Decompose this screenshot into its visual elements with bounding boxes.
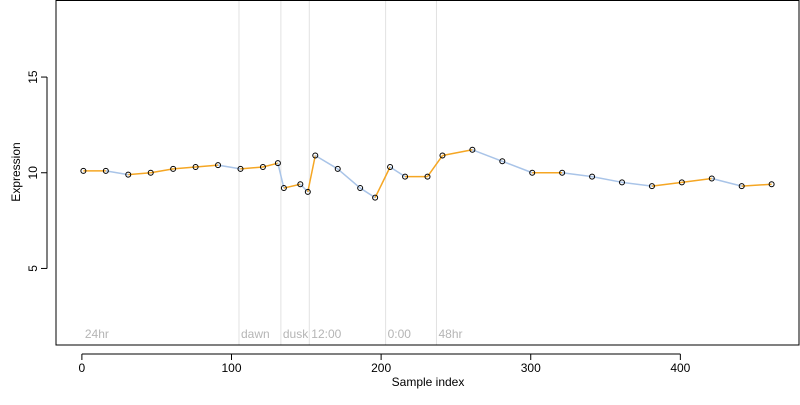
data-point [499, 158, 506, 165]
phase-label: 0:00 [388, 327, 412, 341]
data-point [559, 169, 566, 176]
data-point [439, 152, 446, 159]
difference-segment [562, 172, 593, 178]
data-point [80, 167, 87, 174]
difference-segment [337, 168, 361, 189]
data-point [147, 169, 154, 176]
data-point [424, 173, 431, 180]
difference-segment [651, 181, 682, 187]
y-tick-label: 5 [26, 265, 40, 272]
data-points [80, 146, 775, 201]
data-point [529, 169, 536, 176]
phase-label: dawn [241, 327, 270, 341]
data-point [170, 165, 177, 172]
plot-frame [55, 0, 800, 346]
data-point [619, 179, 626, 186]
difference-segment [299, 183, 309, 193]
y-tick-label: 10 [26, 166, 40, 180]
data-point [274, 160, 281, 167]
data-point [280, 185, 287, 192]
difference-segment [277, 163, 285, 189]
difference-segment [681, 177, 712, 184]
data-point [469, 146, 476, 153]
data-point [297, 181, 304, 188]
x-tick-label: 400 [670, 361, 690, 375]
difference-segment [307, 155, 317, 193]
data-point [215, 162, 222, 169]
data-point [192, 164, 199, 171]
data-point [334, 165, 341, 172]
data-point [304, 188, 311, 195]
difference-segment [741, 183, 772, 187]
data-point [738, 183, 745, 190]
y-axis: 5 10 15 [26, 70, 48, 272]
phase-label: 48hr [438, 327, 462, 341]
x-tick-label: 0 [79, 361, 86, 375]
phase-label: 24hr [85, 327, 109, 341]
difference-segment [173, 166, 196, 170]
phase-label: 12:00 [311, 327, 341, 341]
difference-segment [711, 177, 742, 187]
x-tick-label: 100 [221, 361, 241, 375]
x-tick-label: 200 [371, 361, 391, 375]
difference-segment [128, 172, 151, 176]
difference-segment [621, 181, 653, 187]
data-point [678, 179, 685, 186]
data-point [372, 194, 379, 201]
y-tick-label: 15 [26, 70, 40, 84]
difference-segment [591, 175, 623, 184]
data-point [708, 175, 715, 182]
data-point [768, 181, 775, 188]
difference-segment [105, 170, 129, 176]
data-point [589, 173, 596, 180]
phase-label: dusk [283, 327, 309, 341]
x-axis-label: Sample index [392, 375, 465, 389]
x-tick-label: 300 [521, 361, 541, 375]
data-point [259, 164, 266, 171]
difference-segment [442, 149, 473, 157]
difference-segment [240, 166, 263, 170]
difference-segment [472, 149, 503, 162]
difference-segment [150, 168, 174, 174]
data-point [312, 152, 319, 159]
phase-labels: 24hr dawn dusk 12:00 0:00 48hr [85, 327, 463, 341]
data-point [648, 183, 655, 190]
data-point [102, 167, 109, 174]
difference-segment [217, 164, 241, 170]
x-axis: 0 100 200 300 400 [79, 353, 691, 375]
data-point [402, 173, 409, 180]
difference-segment [314, 154, 339, 170]
data-point [237, 165, 244, 172]
difference-segment [195, 164, 219, 168]
difference-segment [374, 166, 391, 198]
data-point [387, 164, 394, 171]
y-axis-label: Expression [9, 142, 23, 201]
phase-dividers [238, 0, 437, 345]
data-point [125, 171, 132, 178]
data-point [357, 185, 364, 192]
difference-segment [502, 160, 533, 174]
difference-segment [426, 155, 444, 178]
